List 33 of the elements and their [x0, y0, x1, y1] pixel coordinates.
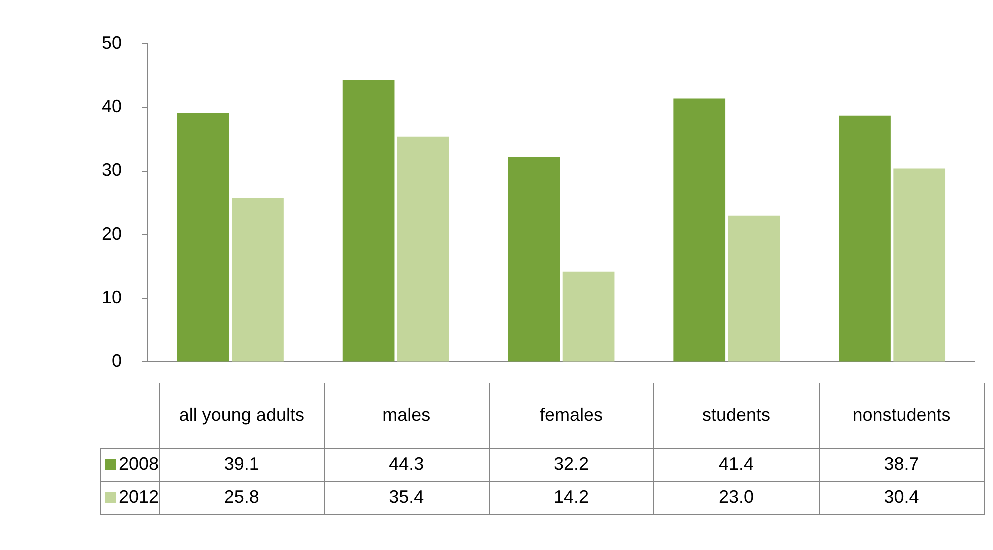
data-label: 25.8	[160, 481, 324, 514]
y-tick-label: 40	[102, 96, 122, 117]
data-label: 14.2	[489, 481, 654, 514]
x-tick-label: students	[654, 383, 819, 448]
bar	[562, 272, 615, 362]
y-tick-label: 50	[102, 32, 122, 53]
data-label: 41.4	[654, 448, 819, 481]
x-tick-label: males	[324, 383, 490, 448]
bar	[674, 98, 726, 362]
bar	[839, 116, 891, 362]
y-tick-label: 20	[102, 224, 122, 244]
bar	[894, 168, 946, 362]
data-label: 38.7	[819, 448, 984, 481]
data-label: 44.3	[324, 448, 490, 481]
x-tick-label: nonstudents	[819, 383, 984, 448]
bar	[342, 80, 395, 362]
legend-label: 2008	[100, 448, 160, 481]
data-label: 32.2	[489, 448, 654, 481]
bar	[177, 113, 230, 362]
y-tick-label: 30	[102, 160, 122, 180]
x-tick-label: all young adults	[160, 383, 324, 448]
data-label: 39.1	[160, 448, 324, 481]
data-label: 35.4	[324, 481, 490, 514]
bar	[728, 216, 780, 362]
data-label: 23.0	[654, 481, 819, 514]
bar	[508, 157, 560, 362]
x-tick-label: females	[489, 383, 654, 448]
y-tick-label: 10	[102, 288, 122, 308]
y-tick-label: 0	[112, 351, 122, 372]
legend-label: 2012	[100, 481, 160, 514]
bar	[397, 136, 450, 362]
bar	[232, 198, 284, 362]
data-label: 30.4	[819, 481, 984, 514]
